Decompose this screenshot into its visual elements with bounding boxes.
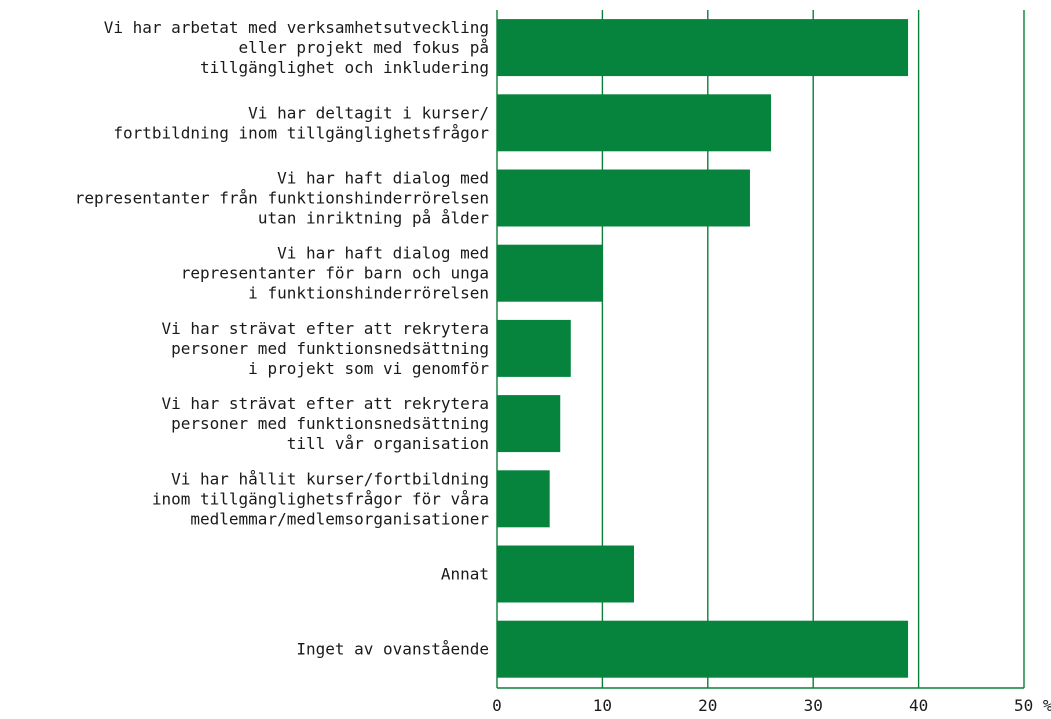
category-label-line: Vi har deltagit i kurser/ [248,103,489,122]
category-label-line: fortbildning inom tillgänglighetsfrågor [113,123,489,142]
category-label-line: i funktionshinderrörelsen [248,284,489,303]
category-label-6: Vi har strävat efter att rekrytera person… [161,394,489,453]
category-label-line: Vi har hållit kurser/fortbildning [171,469,489,488]
category-label-5: Vi har strävat efter att rekrytera person… [161,319,489,378]
x-tick-label-10: 10 [593,696,612,715]
category-label-line: eller projekt med fokus på [239,38,489,57]
category-label-line: Vi har haft dialog med [277,169,489,188]
category-label-line: Vi har strävat efter att rekrytera [161,394,489,413]
bars [497,19,909,678]
category-label-line: Vi har arbetat med verksamhetsutveckling [104,18,489,37]
bar-1 [497,19,909,77]
category-label-line: till vår organisation [287,434,489,453]
category-labels: Vi har arbetat med verksamhetsutveckling… [75,18,490,659]
category-label-1: Vi har arbetat med verksamhetsutveckling… [104,18,489,77]
category-label-line: medlemmar/medlemsorganisationer [190,509,489,528]
x-tick-label-40: 40 [909,696,928,715]
category-label-3: Vi har haft dialog med representanter frå… [75,169,490,228]
bar-2 [497,94,772,152]
bar-4 [497,244,603,302]
x-axis-ticks: 0 10 20 30 40 50 % [492,696,1051,715]
bar-9 [497,620,909,678]
category-label-8: Annat [441,565,489,584]
x-tick-label-0: 0 [492,696,502,715]
bar-8 [497,545,635,603]
x-tick-label-20: 20 [698,696,717,715]
category-label-line: inom tillgänglighetsfrågor för våra [152,489,489,508]
bar-5 [497,319,571,377]
category-label-4: Vi har haft dialog med representanter för… [181,244,489,303]
bar-6 [497,395,561,453]
x-tick-label-50: 50 % [1014,696,1051,715]
category-label-line: Vi har strävat efter att rekrytera [161,319,489,338]
category-label-9: Inget av ovanstående [296,640,489,659]
x-tick-label-30: 30 [804,696,823,715]
category-label-line: i projekt som vi genomför [248,359,489,378]
category-label-line: Inget av ovanstående [296,640,489,659]
category-label-line: representanter för barn och unga [181,264,489,283]
category-label-7: Vi har hållit kurser/fortbildning inom ti… [152,469,490,528]
category-label-line: tillgänglighet och inkludering [200,58,489,77]
category-label-line: Vi har haft dialog med [277,244,489,263]
category-label-line: Annat [441,565,489,584]
category-label-line: personer med funktionsnedsättning [171,339,489,358]
bar-3 [497,169,750,227]
category-label-line: personer med funktionsnedsättning [171,414,489,433]
bar-7 [497,470,550,528]
category-label-2: Vi har deltagit i kurser/fortbildning in… [113,103,489,142]
category-label-line: representanter från funktionshinderrörel… [75,189,489,208]
category-label-line: utan inriktning på ålder [258,209,490,228]
